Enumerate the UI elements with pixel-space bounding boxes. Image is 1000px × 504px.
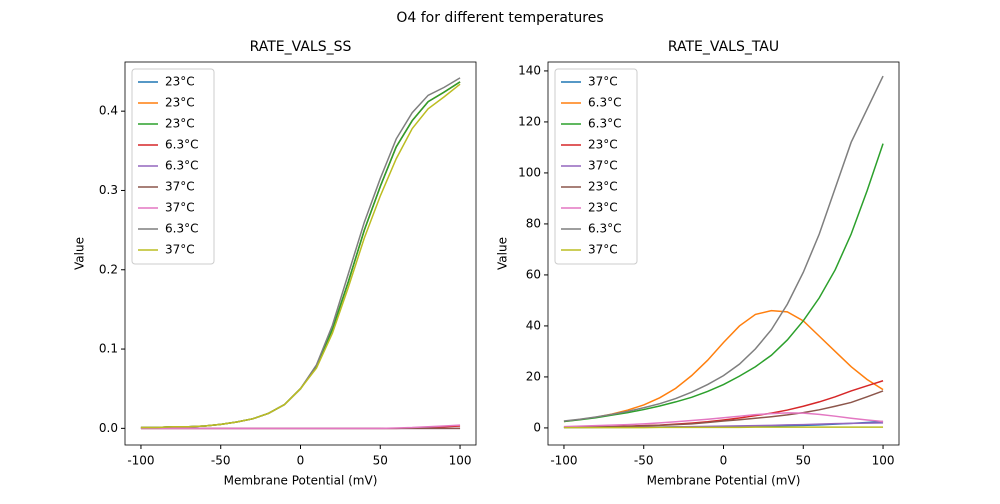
legend-label: 23°C	[588, 138, 618, 152]
legend-label: 6.3°C	[588, 117, 621, 131]
series-line	[140, 83, 461, 429]
y-tick-label: 0.3	[99, 183, 118, 197]
y-axis-label: Value	[496, 237, 510, 270]
y-tick-label: 20	[526, 369, 541, 383]
legend-label: 23°C	[165, 117, 195, 131]
legend-label: 37°C	[165, 243, 195, 257]
x-tick-label: -100	[127, 454, 154, 468]
x-tick-label: 100	[449, 454, 472, 468]
y-tick-label: 80	[526, 216, 541, 230]
y-tick-label: 0.4	[99, 104, 118, 118]
legend-box	[554, 68, 638, 265]
legend-label: 6.3°C	[165, 159, 198, 173]
y-tick-label: 0	[533, 420, 541, 434]
y-tick-label: 140	[518, 63, 541, 77]
x-axis-label: Membrane Potential (mV)	[224, 474, 378, 488]
axes-title: RATE_VALS_SS	[250, 39, 352, 55]
x-tick-label: -50	[211, 454, 231, 468]
legend-label: 6.3°C	[588, 222, 621, 236]
series-line	[563, 143, 884, 423]
legend-label: 23°C	[165, 96, 195, 110]
legend-label: 23°C	[588, 201, 618, 215]
y-tick-label: 100	[518, 165, 541, 179]
legend-label: 6.3°C	[588, 96, 621, 110]
figure-title: O4 for different temperatures	[396, 10, 603, 26]
series-line	[563, 390, 884, 429]
x-tick-label: 0	[720, 454, 728, 468]
legend-label: 37°C	[588, 243, 618, 257]
x-tick-label: 100	[872, 454, 895, 468]
x-tick-label: 50	[796, 454, 811, 468]
x-tick-label: 0	[297, 454, 305, 468]
series-line	[140, 424, 461, 430]
legend-label: 23°C	[588, 180, 618, 194]
legend-label: 6.3°C	[165, 222, 198, 236]
legend-label: 6.3°C	[165, 138, 198, 152]
legend-box	[131, 68, 215, 265]
y-tick-label: 120	[518, 114, 541, 128]
axes-title: RATE_VALS_TAU	[668, 39, 779, 55]
y-tick-label: 0.2	[99, 262, 118, 276]
y-axis-label: Value	[73, 237, 87, 270]
legend-label: 37°C	[165, 201, 195, 215]
legend-label: 37°C	[588, 159, 618, 173]
x-tick-label: 50	[373, 454, 388, 468]
legend-label: 37°C	[165, 180, 195, 194]
x-tick-label: -100	[550, 454, 577, 468]
y-tick-label: 0.0	[99, 421, 118, 435]
x-axis-label: Membrane Potential (mV)	[647, 474, 801, 488]
series-line	[563, 75, 884, 422]
y-tick-label: 60	[526, 267, 541, 281]
legend-label: 37°C	[588, 75, 618, 89]
x-tick-label: -50	[634, 454, 654, 468]
y-tick-label: 40	[526, 318, 541, 332]
legend-label: 23°C	[165, 75, 195, 89]
y-tick-label: 0.1	[99, 342, 118, 356]
series-line	[563, 426, 884, 429]
series-line	[563, 412, 884, 428]
